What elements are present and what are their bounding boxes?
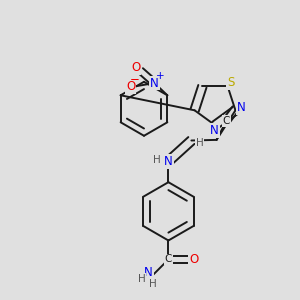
Text: O: O: [189, 253, 199, 266]
Text: N: N: [237, 100, 246, 114]
Text: H: H: [153, 155, 160, 165]
Text: H: H: [196, 138, 204, 148]
Text: N: N: [164, 155, 173, 168]
Text: N: N: [150, 76, 159, 89]
Text: −: −: [130, 73, 140, 86]
Text: N: N: [210, 124, 219, 137]
Text: H: H: [149, 279, 157, 289]
Text: C: C: [165, 254, 172, 265]
Text: N: N: [144, 266, 153, 279]
Text: O: O: [126, 80, 135, 93]
Text: O: O: [131, 61, 140, 74]
Text: C: C: [223, 116, 230, 126]
Text: H: H: [138, 274, 146, 284]
Text: +: +: [156, 71, 164, 81]
Text: S: S: [227, 76, 234, 89]
